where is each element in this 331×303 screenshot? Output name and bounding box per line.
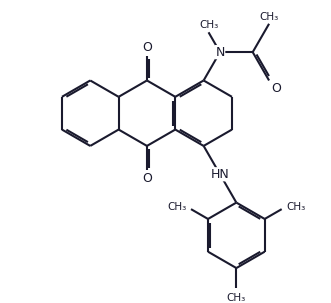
- Text: CH₃: CH₃: [260, 12, 279, 22]
- Text: O: O: [142, 172, 152, 185]
- Text: N: N: [215, 46, 225, 59]
- Text: HN: HN: [211, 168, 229, 181]
- Text: O: O: [271, 82, 281, 95]
- Text: CH₃: CH₃: [167, 202, 187, 212]
- Text: CH₃: CH₃: [227, 293, 246, 303]
- Text: CH₃: CH₃: [286, 202, 305, 212]
- Text: CH₃: CH₃: [200, 20, 219, 30]
- Text: O: O: [142, 41, 152, 54]
